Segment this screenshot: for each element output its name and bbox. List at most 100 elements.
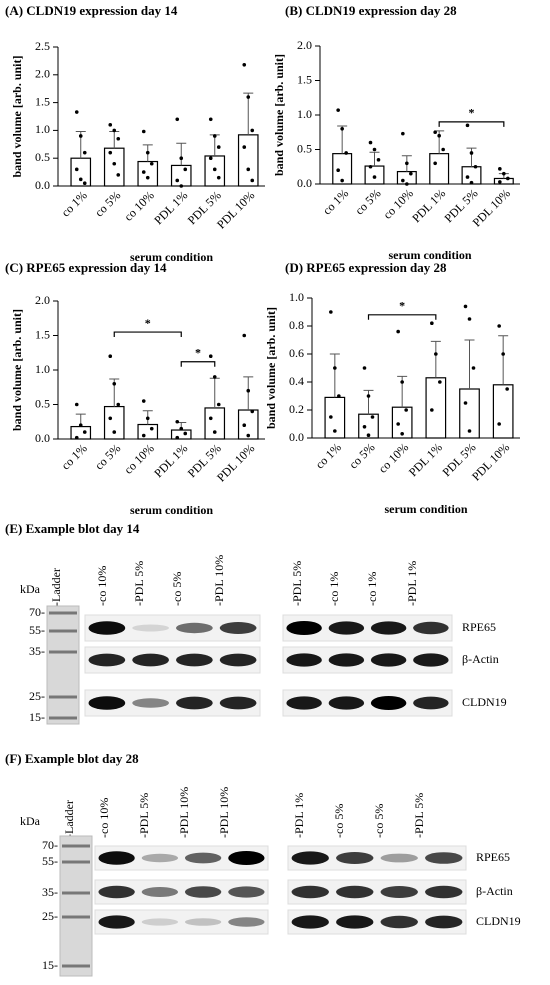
data-point [465, 175, 470, 179]
data-point [438, 380, 442, 384]
blot-band [380, 853, 418, 863]
protein-label: RPE65 [462, 620, 496, 634]
data-point [396, 422, 400, 426]
x-tick-label: PDL 1% [151, 188, 190, 227]
data-point [405, 161, 409, 166]
blot-band [184, 918, 222, 926]
data-point [433, 130, 437, 135]
y-tick-label: 2.0 [297, 38, 312, 52]
ladder-band [49, 695, 77, 699]
blot-band [370, 621, 407, 635]
chart-title: (D) RPE65 expression day 28 [285, 260, 447, 275]
blot-band [413, 653, 449, 667]
data-point [116, 402, 121, 407]
data-point [208, 117, 213, 122]
data-point [82, 150, 87, 155]
error-bar [466, 147, 477, 167]
unit-label: kDa [20, 582, 41, 596]
data-point [362, 366, 367, 370]
data-point [396, 329, 400, 334]
lane-label: -co 1% [327, 572, 341, 606]
data-point [463, 401, 468, 405]
error-bar [498, 335, 509, 385]
data-point [212, 375, 217, 379]
data-point [78, 423, 83, 428]
blot-band [176, 696, 213, 710]
data-point [141, 129, 146, 134]
lane-label: -co 5% [170, 572, 184, 606]
data-point [212, 134, 217, 138]
blot-title: (E) Example blot day 14 [5, 521, 140, 536]
y-tick-label: 0.2 [289, 402, 304, 416]
blot-band [141, 853, 179, 863]
blot-band [425, 915, 463, 929]
data-point [145, 416, 150, 421]
data-point [108, 123, 113, 127]
data-point [401, 131, 405, 136]
protein-label: CLDN19 [476, 914, 521, 928]
lane-label: -PDL 5% [132, 561, 146, 606]
blot-band [291, 915, 329, 929]
y-tick-label: 1.0 [35, 362, 50, 376]
blot-band [98, 915, 135, 929]
data-point [506, 176, 510, 181]
data-point [112, 161, 117, 166]
data-point [400, 380, 404, 384]
data-point [497, 324, 501, 328]
blot-band [184, 852, 222, 864]
blot-band [286, 653, 322, 667]
blot-band [176, 622, 213, 634]
blot-band [98, 851, 135, 865]
ladder-lane [59, 835, 93, 977]
data-point [250, 178, 255, 183]
data-point [366, 433, 371, 438]
x-tick-label: co 5% [92, 441, 123, 472]
data-point [74, 402, 79, 407]
y-tick-label: 2.0 [35, 67, 50, 81]
chart-title: (C) RPE65 expression day 14 [5, 260, 167, 275]
blot-band [88, 621, 126, 635]
data-point [74, 435, 79, 440]
lane-label: -PDL 1% [405, 561, 419, 606]
protein-label: β-Actin [462, 652, 499, 666]
data-point [149, 161, 154, 166]
marker-label: 25- [29, 689, 45, 703]
data-point [498, 180, 502, 184]
y-axis-label: band volume [arb. unit] [264, 307, 278, 429]
blot-band [286, 696, 322, 710]
y-tick-label: 1.0 [289, 290, 304, 304]
y-tick-label: 1.5 [297, 72, 312, 86]
protein-label: RPE65 [476, 850, 510, 864]
significance-label: * [195, 345, 201, 359]
y-axis-label: band volume [arb. unit] [10, 309, 24, 431]
blot-band [425, 885, 463, 899]
x-tick-label: PDL 1% [406, 440, 445, 479]
data-point [246, 95, 251, 99]
y-tick-label: 0.5 [35, 150, 50, 164]
data-point [112, 430, 117, 434]
data-point [183, 167, 188, 172]
data-point [430, 321, 434, 326]
error-bar [430, 340, 441, 378]
data-point [246, 388, 251, 393]
bar [237, 134, 259, 187]
significance-label: * [469, 106, 475, 120]
data-point [340, 178, 344, 183]
x-tick-label: co 5% [346, 440, 377, 471]
data-point [362, 425, 367, 429]
significance-bracket [113, 331, 182, 338]
data-point [437, 133, 441, 138]
blot-band [228, 886, 265, 898]
data-point [78, 134, 83, 138]
ladder-band [49, 611, 77, 615]
bar [70, 157, 92, 187]
data-point [505, 387, 509, 391]
x-tick-label: co 1% [58, 188, 89, 219]
data-point [212, 167, 217, 172]
ladder-band [49, 629, 77, 633]
marker-label: 35- [42, 885, 58, 899]
data-point [401, 178, 405, 183]
lane-label: -co 5% [332, 804, 346, 838]
blot-band [328, 696, 365, 710]
blot-band [184, 886, 222, 898]
